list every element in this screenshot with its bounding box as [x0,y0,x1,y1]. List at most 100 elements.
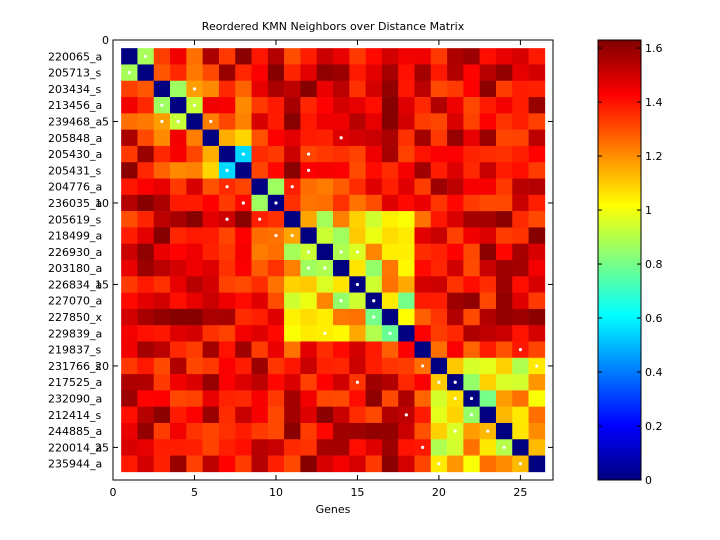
heatmap-cell [333,260,350,277]
heatmap-cell [202,48,220,65]
heatmap-cell [381,308,399,326]
heatmap-cell [251,80,269,98]
heatmap-cell [349,406,366,424]
heatmap-cell [153,64,171,82]
heatmap-cell [528,422,546,440]
heatmap-cell [349,97,366,114]
heatmap-cell [235,406,252,424]
heatmap-cell [365,341,383,359]
heatmap-cell [316,129,334,147]
heatmap-cell [251,227,269,245]
heatmap-cell [430,243,448,261]
heatmap-cell [495,227,513,245]
heatmap-cell [398,341,415,359]
heatmap-cell [186,194,203,212]
colorbar-tick-label: 1 [645,204,652,217]
heatmap-cell [251,260,269,277]
heatmap-cell [251,194,269,212]
heatmap-cell [447,97,464,114]
heatmap-cell [170,80,187,98]
heatmap-cell [463,145,480,163]
heatmap-cell [365,178,383,196]
neighbor-marker [437,462,441,466]
heatmap-cell [365,455,383,473]
heatmap-cell [512,211,529,228]
heatmap-cell [202,308,220,326]
heatmap-cell [512,145,529,163]
heatmap-cell [202,145,220,163]
heatmap-cell [349,455,366,473]
heatmap-cell [284,455,301,473]
heatmap-cell [202,439,220,456]
heatmap-cell [202,129,220,147]
heatmap-cell [528,390,546,407]
heatmap-cell [430,178,448,196]
heatmap-cell [398,80,415,98]
heatmap-cell [137,357,155,375]
heatmap-cell [414,422,432,440]
heatmap-cell [121,80,138,98]
heatmap-cell [251,390,269,407]
heatmap-cell [479,80,497,98]
heatmap-cell [333,227,350,245]
heatmap-cell [170,325,187,342]
heatmap-cell [170,211,187,228]
heatmap-cell [479,97,497,114]
heatmap-cell [414,292,432,310]
x-tick-label: 15 [350,486,364,499]
heatmap-cell [495,341,513,359]
heatmap-cell [121,341,138,359]
heatmap-cell [137,406,155,424]
heatmap-cell [251,276,269,293]
heatmap-cell [414,113,432,130]
heatmap-cell [235,162,252,179]
heatmap-cell [137,162,155,179]
neighbor-marker [421,445,425,450]
heatmap-cell [316,80,334,98]
heatmap-cell [365,145,383,163]
heatmap-cell [365,276,383,293]
heatmap-cell [218,194,236,212]
heatmap-cell [479,374,497,391]
neighbor-marker [209,119,213,124]
heatmap-cell [333,80,350,98]
colorbar-tick-label: 1.4 [645,96,663,109]
heatmap-cell [495,64,513,82]
heatmap-cell [300,455,318,473]
row-label: 227850_x [48,311,102,324]
heatmap-cell [349,341,366,359]
heatmap-cell [202,325,220,342]
heatmap-cell [463,129,480,147]
heatmap-cell [284,80,301,98]
heatmap-cell [512,80,529,98]
neighbor-marker [355,250,360,254]
heatmap-cell [381,97,399,114]
plot-frame [112,39,554,481]
heatmap-cell [479,308,497,326]
heatmap-cell [267,48,285,65]
heatmap-cell [267,325,285,342]
heatmap-cell [316,48,334,65]
heatmap-cell [349,422,366,440]
heatmap-cell [186,113,203,130]
heatmap-cell [218,80,236,98]
heatmap-cell [235,325,252,342]
heatmap-cell [528,178,546,196]
heatmap-cell [495,97,513,114]
heatmap-cell [186,48,203,65]
heatmap-cell [202,211,220,228]
heatmap-cell [495,243,513,261]
heatmap-cell [528,113,546,130]
heatmap-cell [186,129,203,147]
heatmap-cell [202,357,220,375]
heatmap-cell [381,113,399,130]
heatmap-cell [186,178,203,196]
heatmap-cell [170,390,187,407]
heatmap-cell [414,97,432,114]
heatmap-cell [349,178,366,196]
heatmap-cell [251,406,269,424]
heatmap-cell [284,325,301,342]
heatmap-cell [430,194,448,212]
heatmap-cell [186,374,203,391]
heatmap-cell [512,227,529,245]
